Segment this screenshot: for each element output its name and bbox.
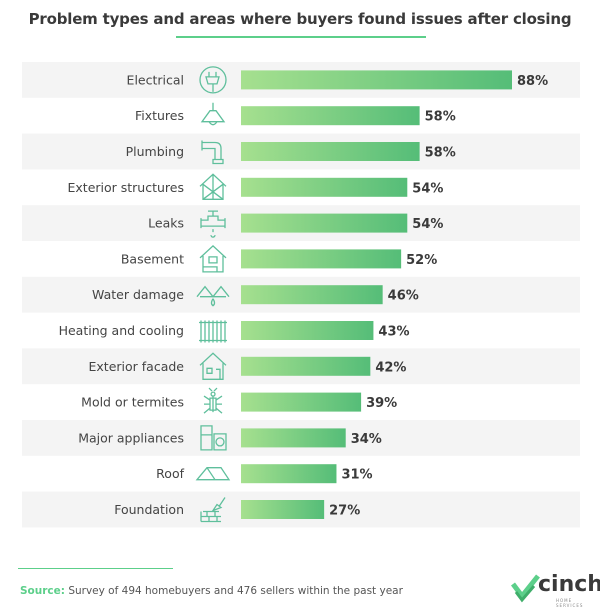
category-label: Heating and cooling	[59, 323, 184, 338]
roof-icon	[195, 467, 231, 481]
bar	[241, 428, 346, 448]
value-label: 52%	[406, 253, 437, 268]
category-label: Electrical	[127, 72, 184, 87]
value-label: 42%	[375, 360, 406, 375]
category-label: Foundation	[114, 502, 184, 517]
value-label: 88%	[517, 74, 548, 89]
appliances-icon	[200, 425, 227, 451]
cinch-logo-text: cinch	[538, 572, 600, 597]
category-label: Leaks	[148, 216, 184, 231]
house-facade-icon	[199, 352, 227, 380]
bar	[241, 500, 325, 519]
value-label: 54%	[412, 217, 443, 232]
bar	[241, 392, 362, 412]
source-note: Source: Survey of 494 homebuyers and 476…	[20, 585, 403, 597]
value-label: 27%	[329, 504, 360, 519]
bar	[241, 464, 337, 484]
radiator-icon	[199, 320, 227, 343]
bar	[241, 356, 371, 376]
value-label: 31%	[341, 468, 372, 483]
category-label: Basement	[121, 251, 184, 266]
value-label: 46%	[388, 289, 419, 304]
plug-icon	[199, 66, 227, 94]
bar	[241, 213, 408, 233]
source-text: Survey of 494 homebuyers and 476 sellers…	[64, 585, 403, 597]
source-divider	[18, 568, 173, 569]
bar	[241, 177, 408, 197]
category-label: Roof	[156, 466, 184, 481]
bar	[241, 106, 420, 126]
value-label: 58%	[425, 146, 456, 161]
category-label: Plumbing	[126, 144, 184, 159]
category-label: Major appliances	[78, 430, 184, 445]
cinch-logo-check-icon	[511, 574, 540, 603]
source-label: Source:	[20, 585, 65, 597]
category-label: Water damage	[92, 287, 184, 302]
bricks-trowel-icon	[200, 497, 226, 523]
bar	[241, 70, 512, 90]
pipe-icon	[201, 140, 224, 165]
value-label: 34%	[351, 432, 382, 447]
value-label: 39%	[366, 396, 397, 411]
termite-icon	[203, 387, 223, 414]
house-frame-icon	[199, 173, 227, 200]
category-label: Exterior structures	[68, 180, 185, 195]
bar	[241, 249, 402, 269]
bar-chart: Electrical 88% Fixtures 58% Plumbing 58% Exter…	[22, 62, 580, 528]
chart-title: Problem types and areas where buyers fou…	[28, 10, 572, 28]
bar	[241, 142, 420, 161]
bar	[241, 321, 374, 340]
bar	[241, 285, 383, 305]
basement-house-icon	[199, 245, 227, 273]
title-underline	[176, 36, 426, 38]
cinch-logo-tagline: HOME SERVICES	[556, 598, 584, 608]
category-label: Fixtures	[135, 108, 184, 123]
value-label: 58%	[425, 110, 456, 125]
value-label: 54%	[412, 181, 443, 196]
lamp-icon	[200, 102, 226, 126]
water-drop-roof-icon	[196, 285, 230, 307]
valve-leak-icon	[200, 210, 226, 238]
category-label: Mold or termites	[81, 395, 184, 410]
category-label: Exterior facade	[89, 359, 185, 374]
value-label: 43%	[378, 325, 409, 340]
